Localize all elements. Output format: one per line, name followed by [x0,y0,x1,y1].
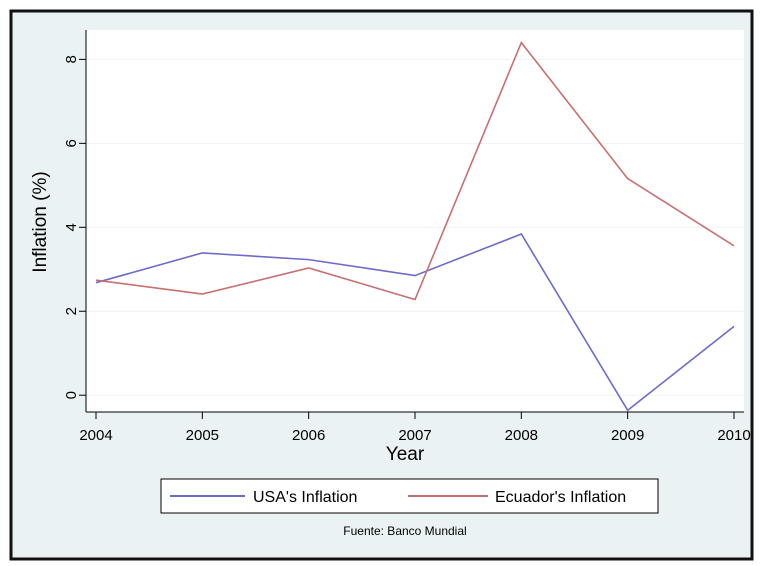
legend-label-usa: USA's Inflation [253,489,357,506]
series-line-ecuador [95,41,735,301]
gridlines [86,58,744,396]
series-lines [95,41,735,412]
x-tick-label: 2004 [79,427,112,444]
y-axis-ticks: 0 2 4 6 8 [63,55,86,399]
y-tick-label: 0 [63,391,80,399]
y-tick-label: 2 [63,307,80,315]
series-line-usa [95,233,735,412]
y-tick-label: 6 [63,139,80,147]
x-tick-label: 2009 [611,427,644,444]
x-tick-label: 2005 [186,427,219,444]
x-axis-ticks: 2004 2005 2006 2007 2008 2009 2010 [79,412,751,444]
x-tick-label: 2010 [717,427,750,444]
x-tick-label: 2006 [292,427,325,444]
y-tick-label: 8 [63,55,80,63]
legend: USA's Inflation Ecuador's Inflation [160,478,659,514]
y-tick-label: 4 [63,223,80,231]
y-axis-label: Inflation (%) [30,171,51,272]
plot-area [86,30,744,412]
x-tick-label: 2008 [505,427,538,444]
x-axis-label: Year [386,444,425,465]
legend-label-ecuador: Ecuador's Inflation [495,489,626,506]
source-note: Fuente: Banco Mundial [343,524,466,538]
x-tick-label: 2007 [398,427,431,444]
